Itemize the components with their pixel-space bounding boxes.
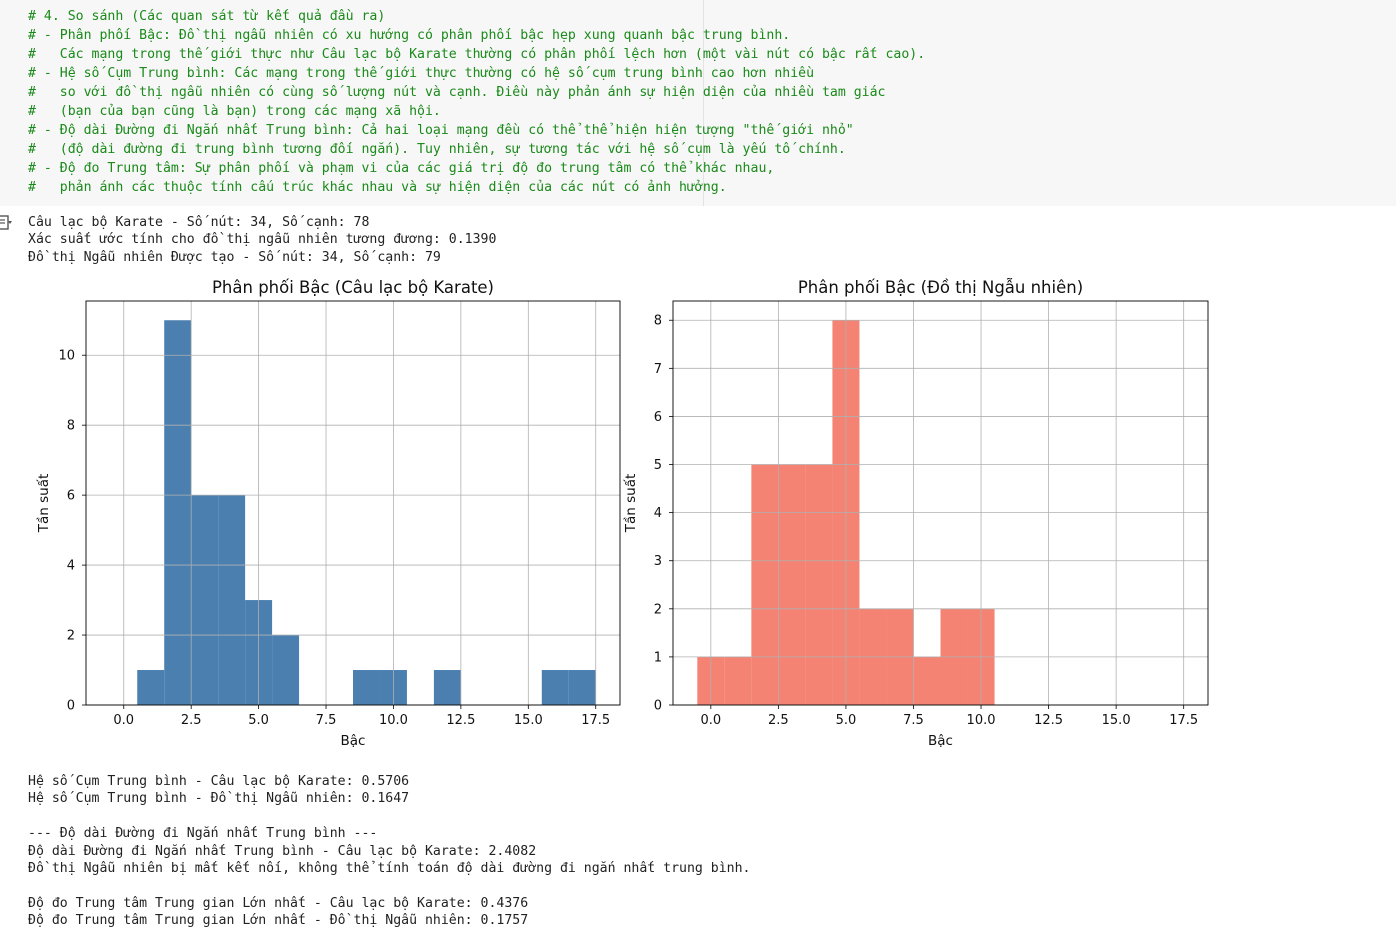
output-line: Hệ số Cụm Trung bình - Câu lạc bộ Karate… [28,774,410,789]
histogram-bar [568,670,596,705]
code-line: # 4. So sánh (Các quan sát từ kết quả đầ… [28,9,386,24]
code-cell[interactable]: # 4. So sánh (Các quan sát từ kết quả đầ… [0,0,1396,206]
x-tick-label: 10.0 [379,713,408,728]
y-tick-label: 3 [654,554,662,569]
x-tick-label: 17.5 [1169,713,1198,728]
output-line: Đồ thị Ngẫu nhiên bị mất kết nối, không … [28,860,751,876]
plot-frame [85,300,621,706]
histogram-bar [805,464,833,705]
x-tick-label: 12.5 [446,713,475,728]
x-tick-label: 5.0 [836,713,857,728]
y-tick-label: 4 [67,559,75,574]
x-tick-label: 15.0 [1102,713,1131,728]
histogram-bar [164,320,192,705]
y-tick-label: 4 [654,506,662,521]
y-tick-label: 6 [67,489,75,504]
y-tick-label: 10 [58,349,75,364]
x-tick-label: 10.0 [967,713,996,728]
chart-title: Phân phối Bậc (Câu lạc bộ Karate) [212,278,494,297]
code-line: # Các mạng trong thế giới thực như Câu l… [28,47,926,62]
code-comments: # 4. So sánh (Các quan sát từ kết quả đầ… [28,7,925,197]
output-text-bottom: Hệ số Cụm Trung bình - Câu lạc bộ Karate… [28,773,751,930]
code-line: # - Phân phối Bậc: Đồ thị ngẫu nhiên có … [28,28,791,43]
code-line: # (bạn của bạn cũng là bạn) trong các mạ… [28,104,441,119]
random-degree-histogram: 0.0 2.5 5.0 7.5 10.0 12.5 15.0 17.5 0 1 2 3 4 5 6 7 8 Phâ… [623,278,1209,749]
code-line: # - Độ dài Đường đi Ngắn nhất Trung bình… [28,123,854,138]
y-tick-label: 0 [67,699,75,714]
output-text-top: Câu lạc bộ Karate - Số nút: 34, Số cạnh:… [28,214,496,266]
output-line: Độ đo Trung tâm Trung gian Lớn nhất - Đồ… [28,913,529,929]
x-tick-label: 12.5 [1034,713,1063,728]
x-tick-label: 7.5 [316,713,337,728]
histogram-bar [541,670,569,705]
y-tick-label: 8 [67,419,75,434]
y-axis-label: Tần suất [36,474,52,534]
output-line: Độ đo Trung tâm Trung gian Lớn nhất - Câ… [28,895,529,911]
x-tick-label: 15.0 [514,713,543,728]
histogram-bar [433,670,461,705]
output-line: --- Độ dài Đường đi Ngắn nhất Trung bình… [28,826,378,842]
chart-title: Phân phối Bậc (Đồ thị Ngẫu nhiên) [798,278,1083,297]
output-line: Câu lạc bộ Karate - Số nút: 34, Số cạnh:… [28,215,370,230]
plot-frame [672,300,1209,706]
code-line: # - Độ đo Trung tâm: Sự phân phối và phạ… [28,161,775,176]
y-tick-label: 5 [654,458,662,473]
histogram-bar [191,495,219,705]
output-line [28,808,751,825]
histogram-bar [913,656,941,705]
histogram-bar [137,670,165,705]
histogram-bar [751,464,779,705]
x-tick-label: 5.0 [248,713,269,728]
y-tick-label: 2 [67,629,75,644]
histogram-bar [724,656,752,705]
code-line: # - Hệ số Cụm Trung bình: Các mạng trong… [28,66,815,81]
x-axis-label: Bậc [928,733,953,749]
output-line: Xác suất ước tính cho đồ thị ngẫu nhiên … [28,232,497,248]
y-tick-label: 2 [654,602,662,617]
x-tick-label: 0.0 [113,713,134,728]
code-line: # phản ánh các thuộc tính cấu trúc khác … [28,180,727,195]
code-line: # so với đồ thị ngẫu nhiên có cùng số lư… [28,85,886,100]
y-tick-label: 1 [654,650,662,665]
y-tick-label: 8 [654,314,662,329]
degree-distribution-figure: 0.0 2.5 5.0 7.5 10.0 12.5 15.0 17.50246810Phân … [36,278,1209,749]
output-line: Đồ thị Ngẫu nhiên Được tạo - Số nút: 34,… [28,249,441,265]
y-axis-label: Tần suất [623,474,639,534]
y-tick-label: 6 [654,410,662,425]
histogram-bar [353,670,380,705]
x-axis-label: Bậc [341,733,366,749]
x-tick-label: 2.5 [181,713,202,728]
output-line: Độ dài Đường đi Ngắn nhất Trung bình - C… [28,843,537,859]
y-tick-label: 7 [654,362,662,377]
y-tick-label: 0 [654,699,662,714]
x-tick-label: 7.5 [903,713,924,728]
x-tick-label: 2.5 [768,713,789,728]
output-line [28,877,751,894]
output-toggle-icon[interactable] [0,214,14,232]
code-line: # (độ dài đường đi trung bình tương đối … [28,142,846,157]
karate-degree-histogram: 0.0 2.5 5.0 7.5 10.0 12.5 15.0 17.5 0 2 4 6 8 10 Phân … [36,278,621,749]
code-ruler-line [703,0,704,206]
x-tick-label: 17.5 [581,713,610,728]
x-tick-label: 0.0 [700,713,721,728]
output-line: Hệ số Cụm Trung bình - Đồ thị Ngẫu nhiên… [28,791,410,807]
histogram-bar [272,635,300,705]
histogram-bar [218,495,246,705]
histogram-bar [778,464,806,705]
